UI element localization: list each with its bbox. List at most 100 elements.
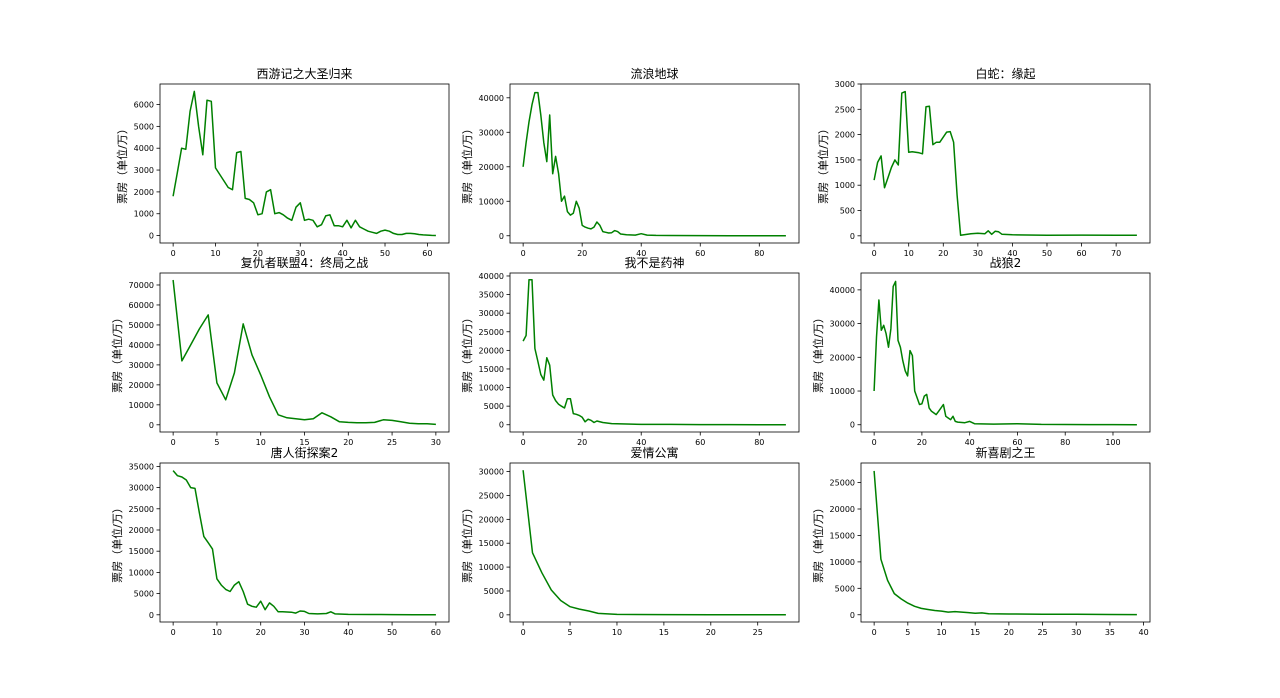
line xyxy=(172,470,436,616)
y-tick-label: 2000 xyxy=(134,188,154,197)
y-axis-label: 票房（单位/万） xyxy=(460,502,474,583)
x-tick-label: 0 xyxy=(872,438,877,447)
x-tick-label: 100 xyxy=(1105,438,1120,447)
y-tick-label: 25000 xyxy=(479,328,504,337)
axes-frame xyxy=(159,83,450,244)
y-tick-label: 30000 xyxy=(479,309,504,318)
chart-title: 复仇者联盟4：终局之战 xyxy=(241,255,369,270)
x-tick-label: 40 xyxy=(1007,249,1017,258)
x-tick-label: 15 xyxy=(299,438,309,447)
x-tick-label: 0 xyxy=(171,628,176,637)
y-tick-label: 15000 xyxy=(479,365,504,374)
y-tick-label: 10000 xyxy=(830,558,855,567)
y-tick-label: 0 xyxy=(850,232,855,241)
y-tick-label: 5000 xyxy=(484,402,504,411)
line xyxy=(873,90,1137,237)
x-tick-label: 0 xyxy=(171,438,176,447)
x-tick-label: 20 xyxy=(706,628,716,637)
x-tick-label: 25 xyxy=(387,438,397,447)
x-tick-label: 20 xyxy=(577,438,587,447)
y-tick-label: 5000 xyxy=(835,584,855,593)
y-tick-label: 1500 xyxy=(835,156,855,165)
y-tick-label: 40000 xyxy=(479,272,504,281)
y-tick-label: 3000 xyxy=(835,80,855,89)
y-tick-label: 1000 xyxy=(835,181,855,190)
y-tick-label: 30000 xyxy=(830,320,855,329)
x-tick-label: 5 xyxy=(905,628,910,637)
y-tick-label: 10000 xyxy=(129,401,154,410)
x-tick-label: 25 xyxy=(1037,628,1047,637)
y-tick-label: 0 xyxy=(499,421,504,430)
y-tick-label: 50000 xyxy=(129,321,154,330)
line xyxy=(522,278,786,426)
y-tick-label: 0 xyxy=(149,421,154,430)
y-tick-label: 15000 xyxy=(830,531,855,540)
x-tick-label: 50 xyxy=(1042,249,1052,258)
x-tick-label: 60 xyxy=(1076,249,1086,258)
x-tick-label: 60 xyxy=(1012,438,1022,447)
y-tick-label: 10000 xyxy=(479,563,504,572)
x-tick-label: 40 xyxy=(1139,628,1149,637)
x-tick-label: 20 xyxy=(253,249,263,258)
y-tick-label: 30000 xyxy=(129,361,154,370)
x-tick-label: 30 xyxy=(431,438,441,447)
x-tick-label: 20 xyxy=(938,249,948,258)
x-tick-label: 20 xyxy=(343,438,353,447)
y-axis-label: 票房（单位/万） xyxy=(811,502,825,583)
y-tick-label: 0 xyxy=(499,611,504,620)
y-axis-label: 票房（单位/万） xyxy=(460,312,474,393)
x-tick-label: 60 xyxy=(431,628,441,637)
x-tick-label: 10 xyxy=(936,628,946,637)
y-tick-label: 20000 xyxy=(479,163,504,172)
y-tick-label: 20000 xyxy=(129,526,154,535)
x-tick-label: 40 xyxy=(965,438,975,447)
x-tick-label: 40 xyxy=(636,438,646,447)
axes-frame xyxy=(159,272,450,433)
y-tick-label: 20000 xyxy=(830,505,855,514)
x-tick-label: 80 xyxy=(1060,438,1070,447)
y-axis-label: 票房（单位/万） xyxy=(460,123,474,204)
y-tick-label: 10000 xyxy=(830,387,855,396)
axes-frame xyxy=(509,462,800,623)
x-tick-label: 80 xyxy=(754,249,764,258)
axes-frame xyxy=(509,83,800,244)
line xyxy=(873,470,1137,616)
axes-frame xyxy=(159,462,450,623)
y-tick-label: 25000 xyxy=(129,505,154,514)
x-tick-label: 70 xyxy=(1111,249,1121,258)
y-tick-label: 40000 xyxy=(479,94,504,103)
x-tick-label: 20 xyxy=(577,249,587,258)
x-tick-label: 30 xyxy=(1071,628,1081,637)
x-tick-label: 20 xyxy=(917,438,927,447)
axes-frame xyxy=(860,462,1151,623)
axes-frame xyxy=(860,272,1151,433)
y-axis-label: 票房（单位/万） xyxy=(110,312,124,393)
y-tick-label: 0 xyxy=(149,232,154,241)
y-tick-label: 10000 xyxy=(479,197,504,206)
y-tick-label: 0 xyxy=(499,232,504,241)
y-axis-label: 票房（单位/万） xyxy=(115,123,129,204)
x-tick-label: 0 xyxy=(521,249,526,258)
y-tick-label: 4000 xyxy=(134,144,154,153)
x-tick-label: 10 xyxy=(612,628,622,637)
y-tick-label: 500 xyxy=(840,207,855,216)
x-tick-label: 10 xyxy=(904,249,914,258)
x-tick-label: 30 xyxy=(973,249,983,258)
chart-title: 流浪地球 xyxy=(630,66,678,81)
y-tick-label: 20000 xyxy=(479,515,504,524)
x-tick-label: 5 xyxy=(214,438,219,447)
y-tick-label: 0 xyxy=(149,611,154,620)
x-tick-label: 0 xyxy=(872,628,877,637)
x-tick-label: 60 xyxy=(695,438,705,447)
y-tick-label: 30000 xyxy=(479,468,504,477)
y-tick-label: 15000 xyxy=(479,539,504,548)
y-axis-label: 票房（单位/万） xyxy=(110,502,124,583)
x-tick-label: 15 xyxy=(970,628,980,637)
y-tick-label: 1000 xyxy=(134,210,154,219)
y-tick-label: 35000 xyxy=(129,462,154,471)
y-tick-label: 25000 xyxy=(830,479,855,488)
line xyxy=(522,470,786,616)
y-tick-label: 0 xyxy=(850,421,855,430)
y-axis-label: 票房（单位/万） xyxy=(816,123,830,204)
